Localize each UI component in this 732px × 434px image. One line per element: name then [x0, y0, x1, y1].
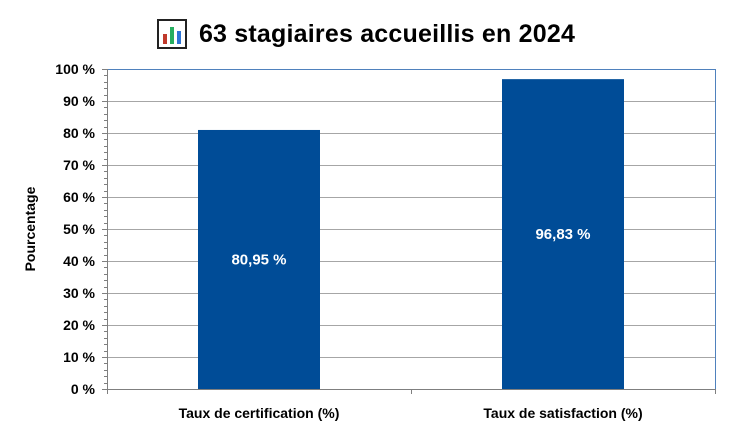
y-tick-label: 70 %: [63, 157, 95, 173]
bar-chart-icon: [156, 19, 187, 49]
labels: 0 % 10 % 20 % 30 % 40 % 50 % 60 % 70 % 80 % 90 % 1…: [22, 61, 643, 421]
y-axis-title: Pourcentage: [22, 186, 38, 271]
bars: [198, 79, 624, 390]
y-tick-label: 30 %: [63, 285, 95, 301]
axes: [102, 69, 716, 394]
x-category-label: Taux de certification (%): [179, 405, 340, 421]
y-tick-label: 20 %: [63, 317, 95, 333]
bar-data-label: 96,83 %: [535, 226, 590, 243]
bar: [502, 79, 624, 390]
bar-data-label: 80,95 %: [231, 251, 286, 268]
x-category-label: Taux de satisfaction (%): [483, 405, 642, 421]
y-tick-label: 80 %: [63, 125, 95, 141]
bar: [198, 129, 320, 389]
y-tick-label: 10 %: [63, 349, 95, 365]
chart-title-row: 63 stagiaires accueillis en 2024: [0, 14, 732, 54]
y-tick-label: 50 %: [63, 221, 95, 237]
y-tick-label: 40 %: [63, 253, 95, 269]
y-tick-label: 100 %: [55, 61, 95, 77]
y-tick-label: 90 %: [63, 93, 95, 109]
chart-title: 63 stagiaires accueillis en 2024: [198, 19, 576, 48]
y-tick-label: 0 %: [71, 381, 96, 397]
y-tick-label: 60 %: [63, 189, 95, 205]
